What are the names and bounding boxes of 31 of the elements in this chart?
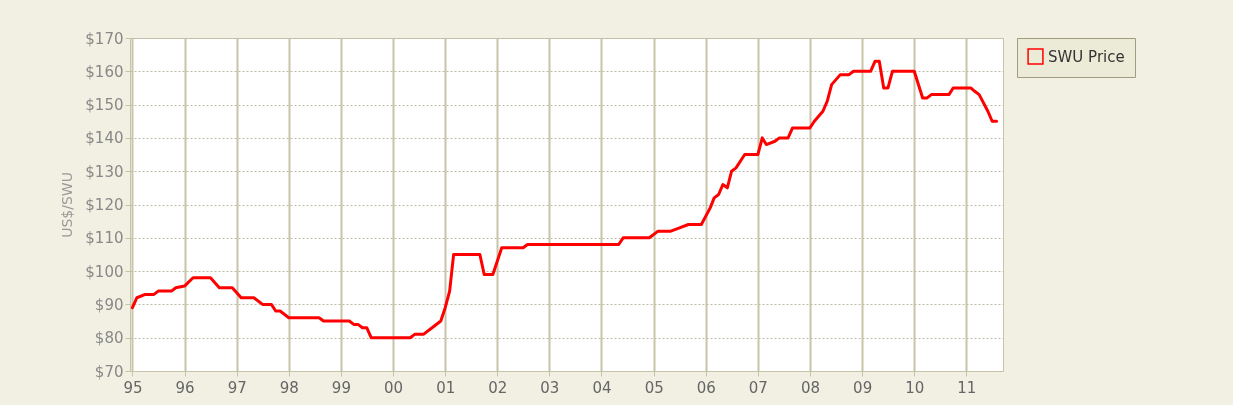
y-tick-label: $90 <box>94 295 124 314</box>
x-tick-label: 02 <box>488 378 508 397</box>
x-tick-label: 99 <box>331 378 351 397</box>
x-tick-label: 95 <box>123 378 143 397</box>
legend-label: SWU Price <box>1048 47 1125 66</box>
x-tick-label: 10 <box>905 378 925 397</box>
y-tick-label: $160 <box>85 62 124 81</box>
x-tick-label: 01 <box>436 378 456 397</box>
x-tick-label: 09 <box>853 378 873 397</box>
y-tick-label: $100 <box>85 262 124 281</box>
y-tick-label: $130 <box>85 162 124 181</box>
y-tick-label: $150 <box>85 96 124 115</box>
x-tick-label: 06 <box>696 378 716 397</box>
x-tick-label: 03 <box>540 378 560 397</box>
y-tick-label: $70 <box>94 362 124 381</box>
x-tick-label: 00 <box>383 378 404 397</box>
y-tick-label: $120 <box>85 196 124 214</box>
x-tick-label: 07 <box>748 378 768 397</box>
x-tick-label: 98 <box>279 378 299 397</box>
x-tick-label: 08 <box>800 378 820 397</box>
x-tick-label: 97 <box>227 378 247 397</box>
y-axis-title: US$/SWU <box>59 172 76 238</box>
line-series <box>130 59 999 340</box>
y-tick-label: $80 <box>94 329 124 348</box>
y-tick-label: $110 <box>85 229 124 248</box>
x-tick-label: 96 <box>175 378 195 397</box>
y-tick-label: $140 <box>85 129 124 148</box>
y-tick-label: $170 <box>85 29 124 48</box>
x-tick-label: 04 <box>592 378 612 397</box>
x-tick-label: 05 <box>644 378 664 397</box>
x-tick-label: 11 <box>957 378 977 397</box>
